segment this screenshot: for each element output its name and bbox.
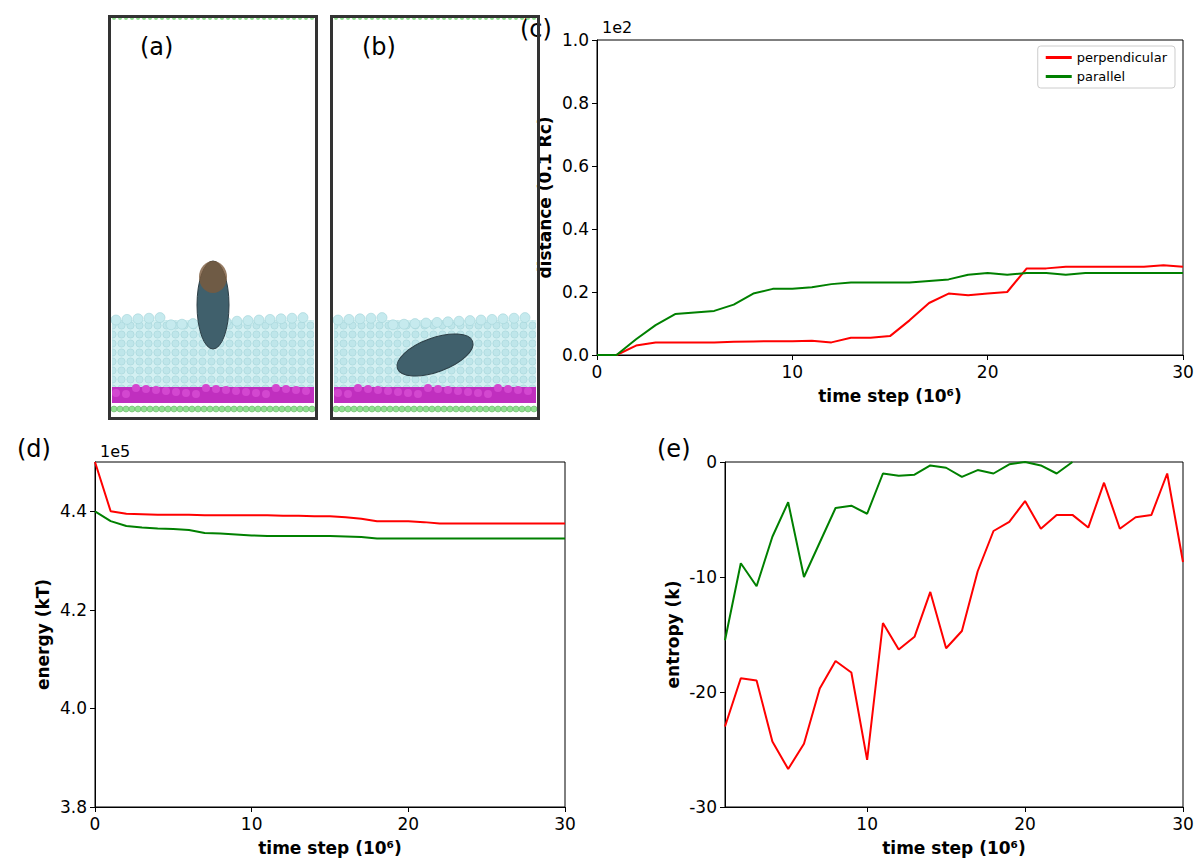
svg-text:0.8: 0.8 [562,93,589,113]
svg-text:-30: -30 [689,797,717,817]
svg-text:distance (0.1 Rc): distance (0.1 Rc) [534,116,555,279]
svg-text:1e5: 1e5 [100,442,130,461]
svg-text:0: 0 [592,362,603,382]
svg-text:30: 30 [554,814,576,834]
svg-text:0: 0 [90,814,101,834]
svg-text:energy (kT): energy (kT) [33,579,53,690]
svg-text:1.0: 1.0 [562,30,589,50]
svg-text:(a): (a) [140,33,173,61]
svg-text:perpendicular: perpendicular [1077,50,1168,65]
svg-text:4.2: 4.2 [60,600,87,620]
svg-text:3.8: 3.8 [60,797,87,817]
svg-text:10: 10 [241,814,263,834]
svg-text:10: 10 [782,362,804,382]
svg-text:0.4: 0.4 [562,219,589,239]
svg-text:20: 20 [1014,814,1036,834]
svg-text:0.6: 0.6 [562,156,589,176]
svg-text:4.0: 4.0 [60,698,87,718]
svg-text:-10: -10 [689,567,717,587]
svg-text:1e2: 1e2 [602,18,632,37]
svg-text:time step (10⁶): time step (10⁶) [818,386,962,406]
svg-text:parallel: parallel [1077,69,1125,84]
svg-text:30: 30 [1172,362,1194,382]
svg-text:0.2: 0.2 [562,282,589,302]
svg-text:(e): (e) [657,435,691,463]
svg-text:(b): (b) [362,33,396,61]
svg-text:20: 20 [977,362,999,382]
svg-text:(d): (d) [17,435,51,463]
svg-text:20: 20 [398,814,420,834]
svg-text:(c): (c) [520,15,552,43]
svg-text:4.4: 4.4 [60,501,87,521]
svg-text:10: 10 [856,814,878,834]
svg-text:time step (10⁶): time step (10⁶) [258,838,402,858]
svg-text:0.0: 0.0 [562,345,589,365]
svg-text:30: 30 [1172,814,1194,834]
svg-text:entropy (k): entropy (k) [663,581,683,689]
svg-text:time step (10⁶): time step (10⁶) [882,838,1026,858]
svg-text:0: 0 [706,452,717,472]
svg-text:-20: -20 [689,682,717,702]
